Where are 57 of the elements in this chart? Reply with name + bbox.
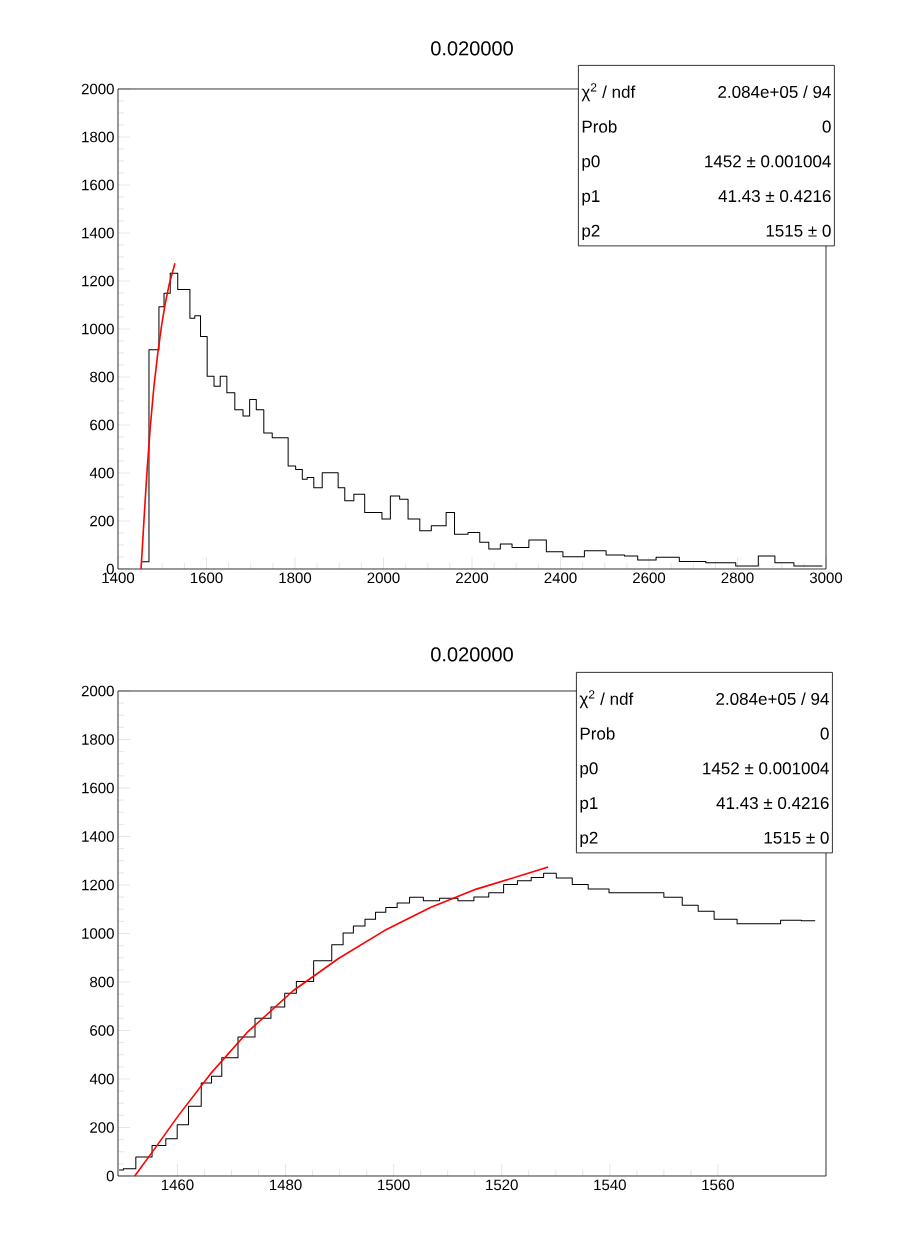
y-tick-label: 1400 (82, 227, 114, 239)
y-tick-label: 2000 (81, 685, 114, 697)
y-tick-label: 400 (89, 1073, 114, 1085)
x-tick-label: 1560 (702, 1179, 734, 1191)
x-tick-label: 1520 (486, 1179, 518, 1191)
annotation: p0 (582, 155, 600, 171)
y-tick-label: 600 (90, 1025, 114, 1036)
y-tick-label: 200 (90, 1122, 114, 1133)
chart-title: 0.020000 (431, 41, 513, 56)
x-tick-label: 2000 (367, 572, 400, 584)
x-tick-label: 1500 (378, 1179, 410, 1191)
annotation: 2.084e+05 / 94 (718, 85, 831, 98)
x-tick-label: 1480 (270, 1179, 302, 1191)
y-tick-label: 1400 (82, 831, 114, 842)
y-tick-label: 1600 (82, 782, 114, 794)
annotation: p2 (582, 224, 600, 241)
annotation: 2.084e+05 / 94 (716, 692, 829, 705)
y-tick-label: 1600 (82, 179, 114, 191)
y-tick-label: 1200 (82, 879, 114, 891)
annotation: Prob (580, 727, 615, 740)
annotation: p0 (580, 762, 598, 778)
x-tick-label: 2200 (456, 572, 489, 584)
y-tick-label: 800 (90, 371, 114, 383)
annotation: p2 (580, 831, 598, 848)
y-tick-label: 600 (90, 419, 114, 431)
x-tick-label: 3000 (809, 572, 843, 584)
annotation: 1515 ± 0 (764, 831, 829, 844)
y-tick-label: 1000 (82, 323, 114, 335)
annotation: χ$^{2}$ / ndf (581, 83, 636, 102)
y-tick-label: 1200 (82, 275, 114, 287)
annotation: 0 (820, 727, 829, 740)
y-tick-label: 0 (106, 1170, 114, 1182)
x-tick-label: 2400 (544, 572, 577, 584)
x-tick-label: 2600 (633, 572, 666, 584)
annotation: 1452 ± 0.001004 (705, 155, 831, 168)
annotation: p1 (582, 190, 600, 206)
x-tick-label: 1600 (190, 572, 223, 584)
annotation: χ$^{2}$ / ndf (579, 690, 634, 709)
y-tick-label: 1800 (82, 734, 114, 745)
x-tick-label: 1460 (161, 1179, 194, 1191)
annotation: p1 (580, 797, 598, 813)
annotation: 1452 ± 0.001004 (703, 762, 829, 775)
x-tick-label: 1540 (594, 1179, 626, 1191)
x-tick-label: 2800 (721, 572, 754, 584)
y-tick-label: 800 (90, 976, 114, 988)
x-tick-label: 1800 (279, 572, 312, 584)
annotation: 0 (822, 120, 831, 133)
annotation: 41.43 ± 0.4216 (718, 190, 831, 203)
y-tick-label: 1000 (82, 928, 114, 939)
y-tick-label: 200 (90, 515, 114, 527)
annotation: 41.43 ± 0.4216 (716, 797, 829, 810)
annotation: 1515 ± 0 (766, 224, 831, 237)
y-tick-label: 400 (89, 467, 114, 479)
y-tick-label: 2000 (81, 83, 114, 95)
chart-title: 0.020000 (431, 647, 513, 662)
y-tick-label: 1800 (82, 131, 114, 143)
annotation: Prob (582, 120, 617, 133)
